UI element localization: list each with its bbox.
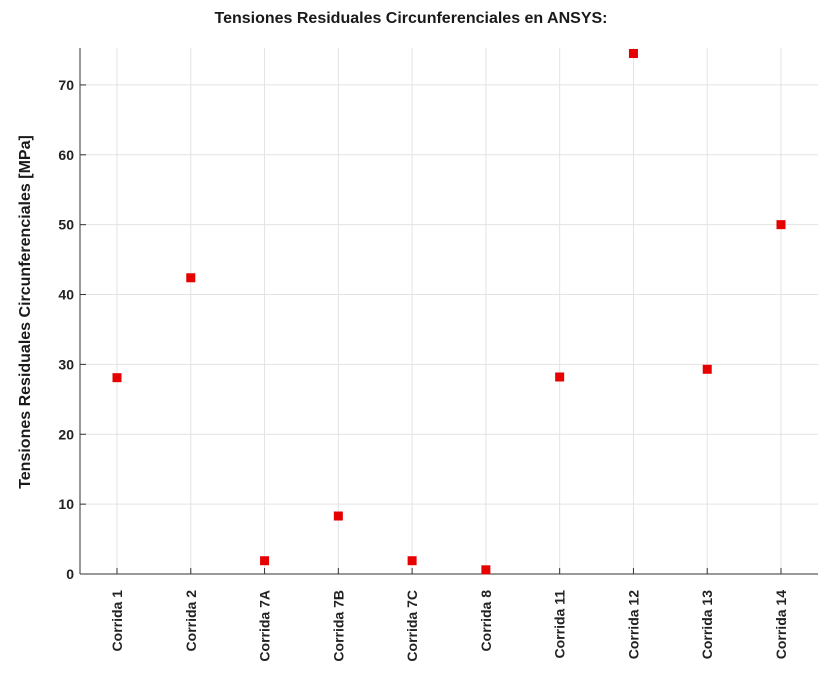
data-points [112,48,786,575]
data-point [333,511,343,521]
x-tick-label: Corrida 12 [625,590,641,659]
data-point [555,372,565,382]
chart-title: Tensiones Residuales Circunferenciales e… [214,10,608,27]
y-tick-label: 30 [58,356,74,372]
grid [80,48,818,574]
x-tick-label: Corrida 14 [773,590,789,659]
x-tick-label: Corrida 1 [109,590,125,652]
data-point [702,364,712,374]
axes [79,48,818,575]
data-point [407,556,417,566]
x-tick-label: Corrida 7C [404,590,420,662]
x-tick-label: Corrida 7A [257,590,273,662]
y-axis-label: Tensiones Residuales Circunferenciales [… [17,135,34,489]
x-tick-label: Corrida 7B [330,590,346,662]
data-point [112,373,122,383]
y-tick-label: 20 [58,426,74,442]
x-ticks: Corrida 1 Corrida 2 Corrida 7A Corrida 7B Co… [109,568,789,662]
x-tick-label: Corrida 11 [552,590,568,659]
x-tick-label: Corrida 8 [478,590,494,652]
y-tick-label: 50 [58,217,74,233]
x-tick-label: Corrida 2 [183,590,199,652]
y-tick-label: 40 [58,287,74,303]
data-point [628,48,638,58]
data-point [260,556,270,566]
y-tick-label: 10 [58,496,74,512]
y-ticks: 0 10 20 30 40 50 60 70 [58,77,86,582]
y-tick-label: 0 [66,566,74,582]
data-point [186,273,196,283]
data-point [776,220,786,230]
y-tick-label: 60 [58,147,74,163]
data-point [481,565,491,575]
x-tick-label: Corrida 13 [699,590,715,659]
y-tick-label: 70 [58,77,74,93]
